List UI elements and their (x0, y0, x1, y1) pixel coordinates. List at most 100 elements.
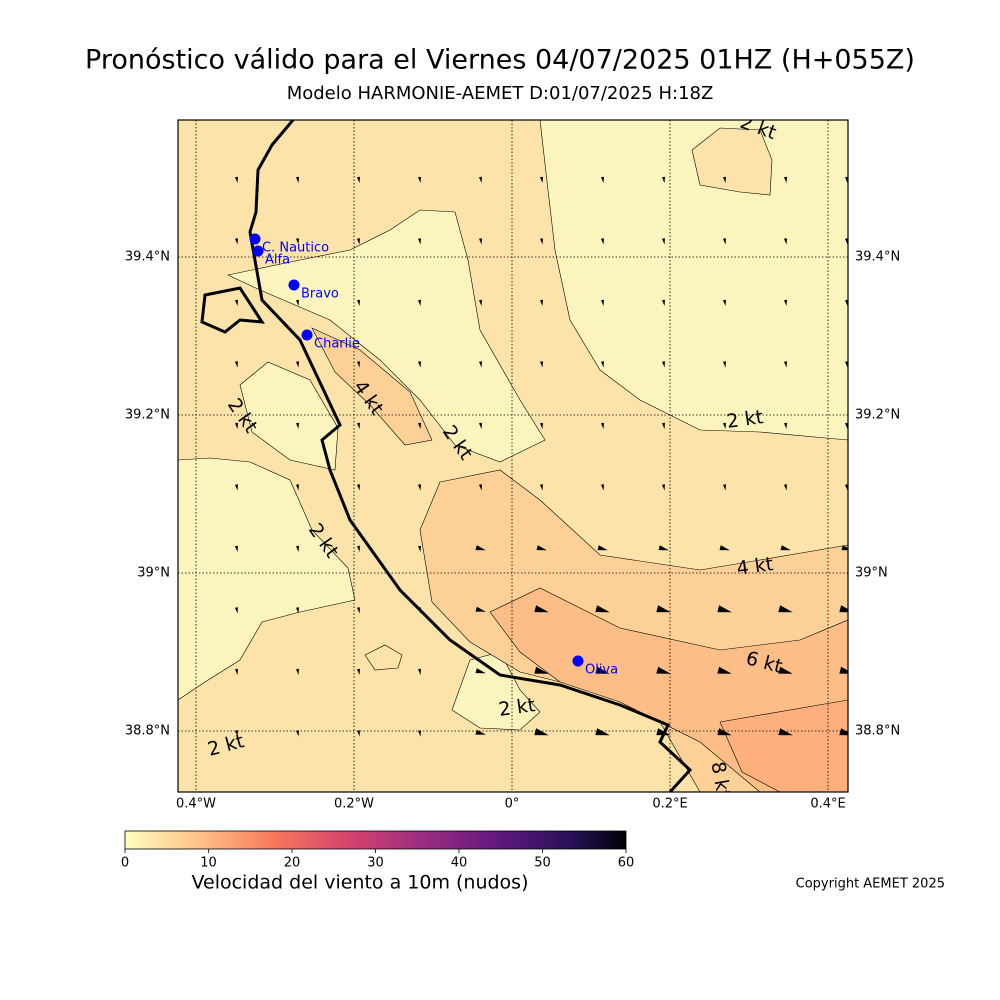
wind-arrow (418, 730, 421, 737)
wind-arrow (784, 422, 787, 429)
subtitle: Modelo HARMONIE-AEMET D:01/07/2025 H:18Z (287, 83, 714, 104)
colorbar-tick-label: 30 (367, 856, 384, 871)
wind-arrow (662, 422, 665, 429)
wind-arrow (662, 176, 665, 183)
wind-arrow (479, 422, 482, 429)
contour-label: 2 kt (725, 406, 764, 433)
contour-label: 4 kt (735, 553, 774, 580)
contour-label: 2 kt (497, 694, 536, 721)
colorbar-tick-label: 10 (200, 856, 217, 871)
station-marker (249, 233, 261, 245)
wind-arrow (418, 607, 421, 614)
x-tick-label: 0.2°W (334, 797, 374, 812)
wind-arrow (534, 605, 549, 613)
wind-arrow (418, 361, 421, 368)
wind-zone (364, 644, 403, 671)
calm-zone (227, 209, 546, 463)
wind-arrow (475, 729, 486, 735)
wind-arrow (845, 422, 848, 429)
wind-arrow (235, 668, 238, 675)
breeze-zone (311, 327, 433, 446)
wind-arrow (719, 545, 730, 551)
wind-arrow (723, 176, 726, 183)
wind-arrow (296, 545, 299, 552)
x-tick-label: 0.2°E (652, 797, 687, 812)
wind-arrow (717, 666, 732, 674)
wind-arrow (540, 238, 543, 245)
wind-arrow (723, 484, 726, 491)
wind-arrow (235, 361, 238, 368)
wind-arrow (540, 299, 543, 306)
wind-arrow (723, 422, 726, 429)
calm-zone (539, 120, 848, 441)
colorbar-label: Velocidad del viento a 10m (nudos) (192, 872, 529, 894)
wind-zone (691, 127, 773, 196)
wind-arrow (845, 361, 848, 368)
wind-arrow (296, 422, 299, 429)
wind-arrow (723, 361, 726, 368)
wind-arrow (841, 545, 848, 551)
wind-arrow (296, 730, 299, 737)
wind-arrow (784, 299, 787, 306)
wind-arrow (534, 666, 549, 674)
colorbar-tick-label: 40 (451, 856, 468, 871)
wind-arrow (479, 484, 482, 491)
y-tick-label: 39.4°N (855, 249, 900, 264)
wind-arrow (845, 299, 848, 306)
wind-arrow (723, 299, 726, 306)
wind-arrow (357, 484, 360, 491)
wind-arrow (717, 605, 732, 613)
station-label: C. Nautico (262, 240, 329, 255)
y-tick-label: 39°N (855, 566, 888, 581)
wind-arrow (357, 361, 360, 368)
wind-arrow (418, 422, 421, 429)
wind-arrow (357, 545, 360, 552)
wind-arrow (839, 728, 848, 736)
wind-arrow (540, 176, 543, 183)
wind-arrow (357, 422, 360, 429)
wind-arrow (475, 606, 486, 612)
wind-arrow (534, 728, 549, 736)
station-label: Oliva (585, 663, 618, 678)
wind-arrow (479, 361, 482, 368)
wind-arrow (597, 545, 608, 551)
wind-arrow (418, 545, 421, 552)
station-label: Bravo (301, 286, 339, 301)
wind-arrow (778, 605, 793, 613)
map-area (178, 120, 848, 792)
wind-arrow (601, 176, 604, 183)
wind-arrow (780, 545, 791, 551)
wind-arrow (357, 238, 360, 245)
wind-arrow (235, 545, 238, 552)
wind-arrow (418, 176, 421, 183)
wind-arrow (595, 605, 610, 613)
wind-arrow (235, 607, 238, 614)
station-label: Alfa (265, 252, 290, 267)
wind-arrows (235, 176, 848, 737)
wind-arrow (418, 299, 421, 306)
station-marker (288, 279, 300, 291)
colorbar-tick-label: 20 (284, 856, 301, 871)
wind-arrow (784, 361, 787, 368)
y-tick-label: 39.2°N (855, 407, 900, 422)
wind-arrow (784, 484, 787, 491)
wind-arrow (296, 299, 299, 306)
wind-arrow (839, 605, 848, 613)
wind-arrow (296, 668, 299, 675)
title: Pronóstico válido para el Viernes 04/07/… (85, 45, 915, 76)
station-label: Charlie (314, 336, 360, 351)
wind-arrow (662, 484, 665, 491)
wind-arrow (601, 238, 604, 245)
wind-arrow (839, 666, 848, 674)
wind-arrow (536, 545, 547, 551)
calm-zone (178, 457, 356, 701)
station-marker (572, 655, 584, 667)
wind-arrow (601, 361, 604, 368)
wind-arrow (357, 176, 360, 183)
wind-arrow (784, 176, 787, 183)
y-tick-label: 39°N (137, 566, 170, 581)
wind-arrow (357, 299, 360, 306)
wind-arrow (418, 484, 421, 491)
coastline (248, 120, 693, 792)
